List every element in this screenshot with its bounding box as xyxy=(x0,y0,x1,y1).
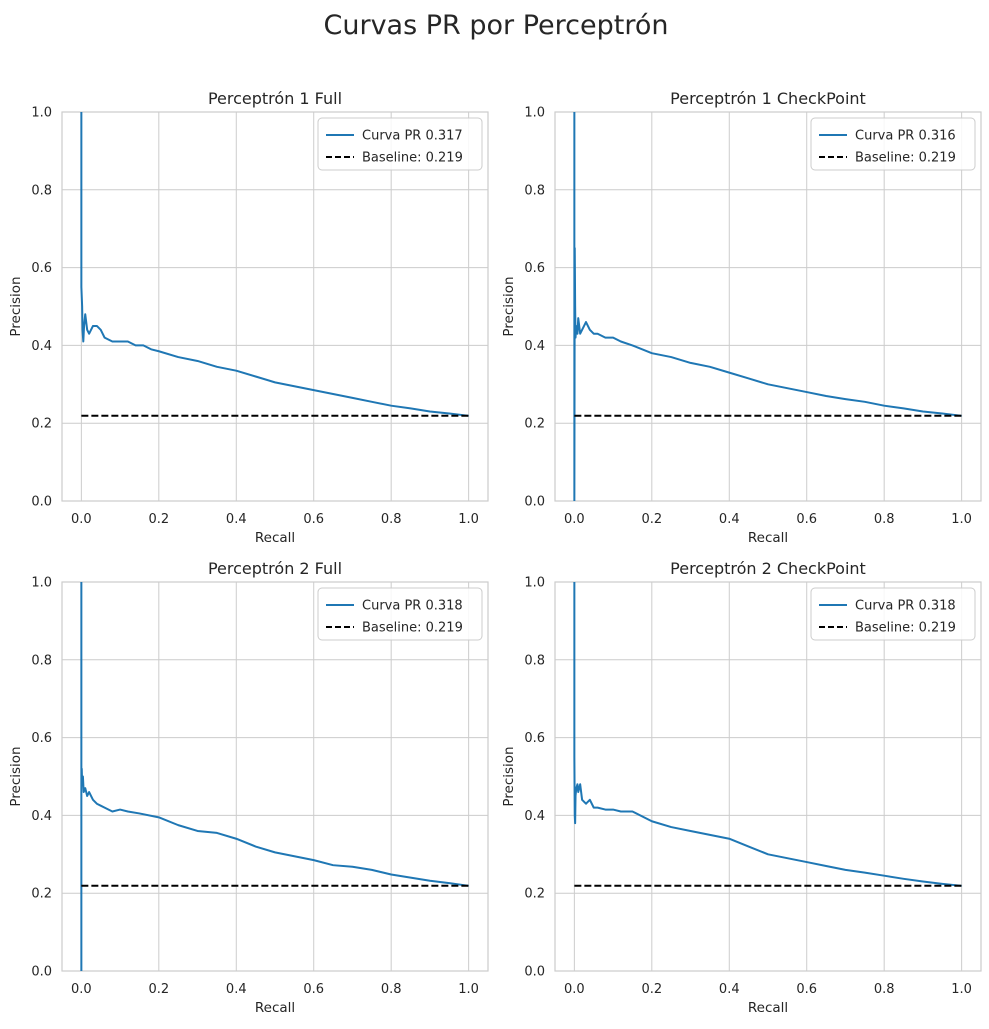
legend: Curva PR 0.318 Baseline: 0.219 xyxy=(810,587,976,641)
chart-panel-1: 0.0 0.2 0.4 0.6 0.8 1.0 0.0 0.2 0.4 0.6 0.8 1.0 Perc… xyxy=(8,89,489,546)
y-tick-label: 0.4 xyxy=(31,339,52,354)
y-tick-label: 1.0 xyxy=(524,106,545,121)
legend-entry-label: Baseline: 0.219 xyxy=(855,151,956,166)
legend-entry-label: Baseline: 0.219 xyxy=(855,621,956,636)
x-tick-label: 0.8 xyxy=(381,982,402,997)
x-axis-label: Recall xyxy=(255,530,295,546)
plot-area xyxy=(555,582,981,971)
x-tick-label: 1.0 xyxy=(951,512,972,527)
pr-curve-line xyxy=(80,582,469,971)
axes-frame xyxy=(554,111,982,502)
x-tick-label: 0.0 xyxy=(71,982,92,997)
legend-entry-label: Baseline: 0.219 xyxy=(362,621,463,636)
axes-frame xyxy=(61,111,489,502)
x-axis-label: Recall xyxy=(748,1000,788,1016)
y-tick-label: 0.8 xyxy=(31,183,52,198)
legend: Curva PR 0.318 Baseline: 0.219 xyxy=(317,587,483,641)
y-axis-label: Precision xyxy=(501,746,517,806)
x-axis-label: Recall xyxy=(748,530,788,546)
y-tick-label: 0.8 xyxy=(31,653,52,668)
chart-panel-2: 0.0 0.2 0.4 0.6 0.8 1.0 0.0 0.2 0.4 0.6 0.8 1.0 Perc… xyxy=(501,89,982,546)
figure-suptitle: Curvas PR por Perceptrón xyxy=(324,10,669,41)
x-tick-label: 1.0 xyxy=(951,982,972,997)
y-tick-label: 0.8 xyxy=(524,653,545,668)
legend-box xyxy=(317,117,483,171)
x-tick-label: 0.4 xyxy=(226,982,247,997)
pr-curve-line xyxy=(80,112,469,417)
x-tick-label: 0.2 xyxy=(641,982,662,997)
x-tick-label: 0.2 xyxy=(148,982,169,997)
plot-area xyxy=(555,112,981,501)
y-tick-label: 0.6 xyxy=(524,261,545,276)
y-tick-label: 0.4 xyxy=(31,809,52,824)
subplot-title: Perceptrón 1 CheckPoint xyxy=(670,89,866,108)
x-tick-label: 0.0 xyxy=(71,512,92,527)
legend: Curva PR 0.317 Baseline: 0.219 xyxy=(317,117,483,171)
legend-entry-label: Baseline: 0.219 xyxy=(362,151,463,166)
x-tick-label: 0.4 xyxy=(226,512,247,527)
x-tick-label: 0.0 xyxy=(564,982,585,997)
x-tick-label: 1.0 xyxy=(458,512,479,527)
y-tick-label: 1.0 xyxy=(31,576,52,591)
legend-box xyxy=(810,587,976,641)
y-tick-label: 0.0 xyxy=(524,495,545,510)
legend-entry-label: Curva PR 0.317 xyxy=(362,129,463,144)
pr-curve-line xyxy=(573,582,962,887)
y-tick-label: 0.0 xyxy=(524,965,545,980)
legend-entry-label: Curva PR 0.316 xyxy=(855,129,956,144)
y-tick-label: 1.0 xyxy=(31,106,52,121)
subplot-title: Perceptrón 2 CheckPoint xyxy=(670,559,866,578)
x-tick-label: 0.6 xyxy=(796,512,817,527)
x-tick-label: 0.6 xyxy=(303,512,324,527)
y-tick-label: 0.6 xyxy=(31,261,52,276)
legend: Curva PR 0.316 Baseline: 0.219 xyxy=(810,117,976,171)
subplot-title: Perceptrón 1 Full xyxy=(208,89,342,108)
plot-area xyxy=(62,582,488,971)
x-axis-label: Recall xyxy=(255,1000,295,1016)
y-tick-label: 0.2 xyxy=(31,887,52,902)
y-tick-label: 0.0 xyxy=(31,965,52,980)
y-tick-label: 1.0 xyxy=(524,576,545,591)
x-tick-label: 0.8 xyxy=(874,512,895,527)
x-tick-label: 1.0 xyxy=(458,982,479,997)
y-tick-label: 0.8 xyxy=(524,183,545,198)
axes-frame xyxy=(61,581,489,972)
y-tick-label: 0.4 xyxy=(524,339,545,354)
legend-entry-label: Curva PR 0.318 xyxy=(362,599,463,614)
legend-box xyxy=(317,587,483,641)
chart-panel-4: 0.0 0.2 0.4 0.6 0.8 1.0 0.0 0.2 0.4 0.6 0.8 1.0 Perc… xyxy=(501,559,982,1016)
y-tick-label: 0.2 xyxy=(31,417,52,432)
x-tick-label: 0.6 xyxy=(303,982,324,997)
y-axis-label: Precision xyxy=(8,276,24,336)
x-tick-label: 0.6 xyxy=(796,982,817,997)
axes-frame xyxy=(554,581,982,972)
x-tick-label: 0.0 xyxy=(564,512,585,527)
y-tick-label: 0.2 xyxy=(524,417,545,432)
x-tick-label: 0.2 xyxy=(641,512,662,527)
chart-panel-3: 0.0 0.2 0.4 0.6 0.8 1.0 0.0 0.2 0.4 0.6 0.8 1.0 Perc… xyxy=(8,559,489,1016)
x-tick-label: 0.2 xyxy=(148,512,169,527)
y-tick-label: 0.4 xyxy=(524,809,545,824)
y-tick-label: 0.2 xyxy=(524,887,545,902)
y-axis-label: Precision xyxy=(8,746,24,806)
y-axis-label: Precision xyxy=(501,276,517,336)
y-tick-label: 0.6 xyxy=(31,731,52,746)
y-tick-label: 0.6 xyxy=(524,731,545,746)
y-tick-label: 0.0 xyxy=(31,495,52,510)
x-tick-label: 0.4 xyxy=(719,982,740,997)
x-tick-label: 0.4 xyxy=(719,512,740,527)
pr-curve-line xyxy=(573,112,962,501)
legend-entry-label: Curva PR 0.318 xyxy=(855,599,956,614)
subplot-title: Perceptrón 2 Full xyxy=(208,559,342,578)
x-tick-label: 0.8 xyxy=(874,982,895,997)
legend-box xyxy=(810,117,976,171)
plot-area xyxy=(62,112,488,501)
x-tick-label: 0.8 xyxy=(381,512,402,527)
